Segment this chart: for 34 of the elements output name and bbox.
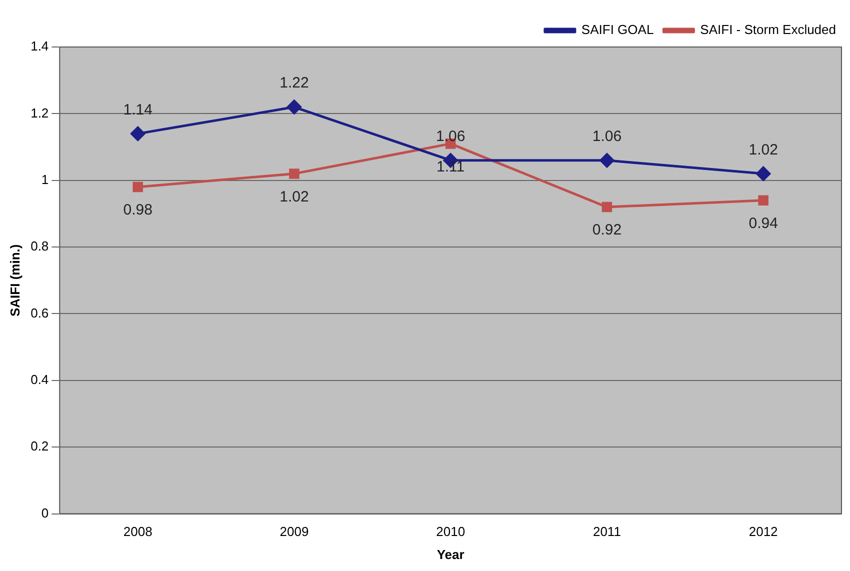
y-tick-label: 1 [41,172,49,187]
legend-label: SAIFI - Storm Excluded [700,22,836,38]
data-label: 1.06 [436,128,466,146]
point [286,100,302,114]
point [289,168,300,179]
y-tick-label: 0.4 [30,372,49,388]
y-axis-title: SAIFI (min.) [7,244,22,317]
data-label: 1.06 [592,128,622,146]
point [132,182,143,192]
point [600,153,614,168]
y-tick-label: 0 [41,505,49,520]
y-tick-label: 0.6 [30,305,49,320]
x-tick-label: 2010 [436,524,466,540]
x-tick-label: 2009 [280,524,309,540]
x-tick-label: 2011 [592,524,621,540]
data-label: 0.92 [592,222,622,239]
x-tick-label: 2012 [748,524,778,540]
y-tick-label: 1.2 [30,105,49,120]
data-label: 1.22 [280,74,309,92]
x-tick-label: 2008 [123,524,152,540]
point [756,166,771,181]
point [758,195,768,206]
data-label: 1.02 [280,188,309,206]
point [130,126,146,141]
legend-label: SAIFI GOAL [581,22,654,38]
y-tick-label: 0.8 [30,238,49,254]
y-tick-label: 1.4 [30,38,49,54]
data-label: 0.98 [123,202,152,219]
y-tick-label: 0.2 [30,438,49,454]
point [602,202,612,212]
data-label: 0.94 [748,215,778,232]
x-axis-title: Year [436,546,464,562]
data-label: 1.11 [436,158,465,176]
data-label: 1.02 [748,141,778,158]
